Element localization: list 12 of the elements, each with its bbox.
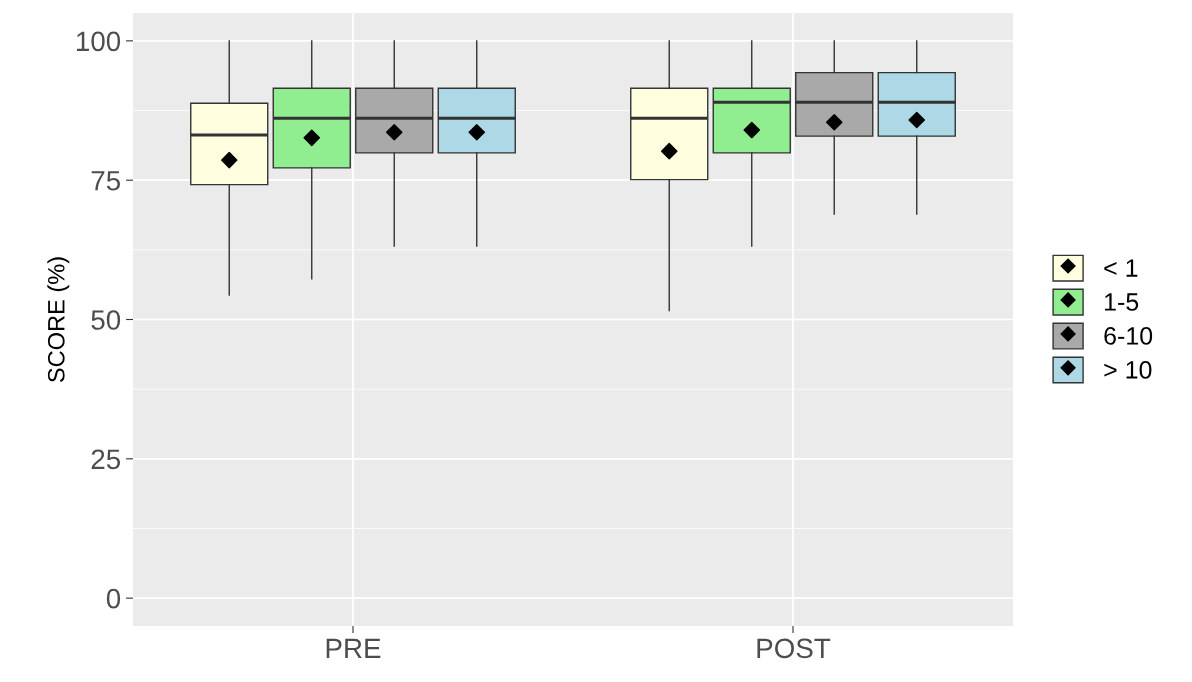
legend-label: < 1 xyxy=(1104,259,1138,277)
legend-label: 1-5 xyxy=(1105,293,1139,311)
y-tick-label: 50 xyxy=(91,310,121,330)
y-tick-label: 0 xyxy=(106,588,121,609)
y-tick-label: 75 xyxy=(91,171,121,191)
legend-label: 6-10 xyxy=(1104,327,1153,345)
x-tick-label: POST xyxy=(757,638,831,659)
x-tick-label: PRE xyxy=(326,638,381,658)
y-tick-label: 100 xyxy=(76,31,121,52)
legend-label: > 10 xyxy=(1104,360,1152,379)
y-tick-label: 25 xyxy=(91,449,121,470)
y-axis-title: SCORE (%) xyxy=(47,257,70,383)
